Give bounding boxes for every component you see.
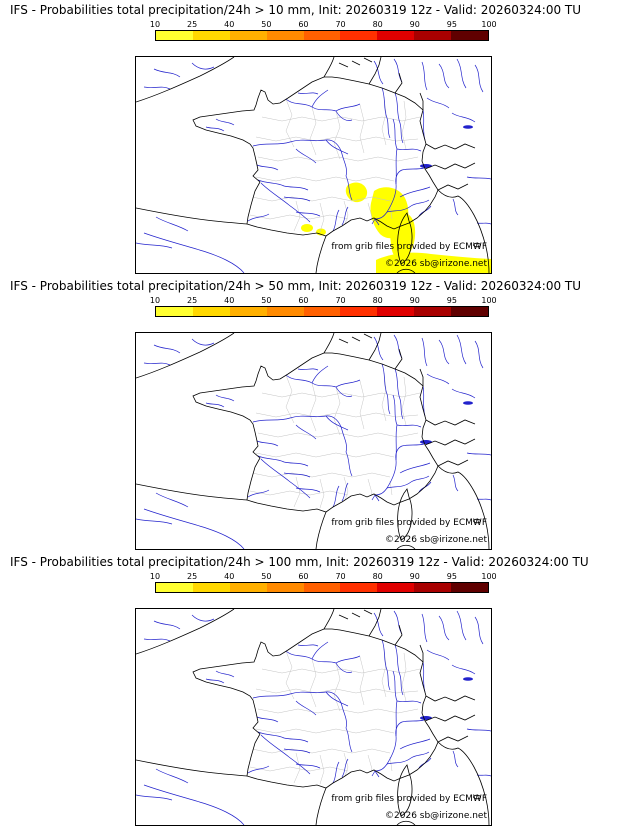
panel-precip-100mm: IFS - Probabilities total precipitation/… <box>0 552 630 828</box>
department-borders <box>249 648 421 785</box>
map-frame: from grib files provided by ECMWF ©2026 … <box>135 56 492 274</box>
colorbar-tick-label: 25 <box>187 296 198 305</box>
colorbar-segment <box>451 307 489 316</box>
colorbar-tick-label: 60 <box>298 20 309 29</box>
colorbar-tick-label: 95 <box>446 572 457 581</box>
colorbar-segment <box>229 583 267 592</box>
colorbar-segment <box>192 307 230 316</box>
rivers <box>136 334 491 549</box>
coastlines-borders <box>136 609 490 825</box>
france-map-svg <box>136 57 491 273</box>
rivers <box>136 610 491 825</box>
panel-precip-50mm: IFS - Probabilities total precipitation/… <box>0 276 630 552</box>
map-frame: from grib files provided by ECMWF ©2026 … <box>135 608 492 826</box>
colorbar-tick-label: 10 <box>149 296 161 305</box>
colorbar-segment <box>340 31 378 40</box>
map-image <box>136 57 491 273</box>
probability-colorbar: 10 25 40 50 60 70 80 90 95 100 <box>150 20 497 41</box>
credit-provider: from grib files provided by ECMWF <box>331 242 487 252</box>
colorbar-gradient <box>155 306 489 317</box>
france-map-svg <box>136 333 491 549</box>
colorbar-segment <box>377 31 415 40</box>
credit-copyright: ©2026 sb@irizone.net <box>385 259 487 269</box>
credit-copyright: ©2026 sb@irizone.net <box>385 535 487 545</box>
colorbar-segment <box>266 307 304 316</box>
credit-provider: from grib files provided by ECMWF <box>331 794 487 804</box>
colorbar-segment <box>192 31 230 40</box>
map-image <box>136 609 491 825</box>
colorbar-tick-label: 100 <box>481 20 497 29</box>
colorbar-tick-label: 25 <box>187 572 198 581</box>
probability-colorbar: 10 25 40 50 60 70 80 90 95 100 <box>150 572 497 593</box>
colorbar-tick-label: 90 <box>409 296 420 305</box>
colorbar-gradient <box>155 582 489 593</box>
colorbar-tick-label: 50 <box>261 296 272 305</box>
france-map-svg <box>136 609 491 825</box>
colorbar-tick-label: 95 <box>446 20 457 29</box>
department-borders <box>249 96 421 233</box>
colorbar-tick-label: 80 <box>372 572 383 581</box>
colorbar-segment <box>156 583 193 592</box>
colorbar-tick-label: 80 <box>372 20 383 29</box>
colorbar-tick-label: 100 <box>481 296 497 305</box>
colorbar-segment <box>340 583 378 592</box>
probability-colorbar: 10 25 40 50 60 70 80 90 95 100 <box>150 296 497 317</box>
colorbar-tick-label: 90 <box>409 572 420 581</box>
colorbar-tick-label: 40 <box>224 296 235 305</box>
colorbar-tick-label: 25 <box>187 20 198 29</box>
probability-overlay <box>301 182 491 273</box>
colorbar-segment <box>451 583 489 592</box>
panel-title: IFS - Probabilities total precipitation/… <box>10 555 589 569</box>
colorbar-tick-label: 70 <box>335 20 346 29</box>
map-frame: from grib files provided by ECMWF ©2026 … <box>135 332 492 550</box>
colorbar-tick-label: 40 <box>224 572 235 581</box>
colorbar-tick-label: 10 <box>149 20 161 29</box>
colorbar-segment <box>303 31 341 40</box>
map-image <box>136 333 491 549</box>
colorbar-segment <box>266 583 304 592</box>
colorbar-segment <box>377 307 415 316</box>
colorbar-segment <box>414 583 452 592</box>
colorbar-segment <box>377 583 415 592</box>
colorbar-tick-label: 50 <box>261 572 272 581</box>
colorbar-segment <box>266 31 304 40</box>
colorbar-segment <box>229 31 267 40</box>
colorbar-tick-label: 70 <box>335 572 346 581</box>
panel-precip-10mm: IFS - Probabilities total precipitation/… <box>0 0 630 276</box>
department-borders <box>249 372 421 509</box>
sea-background <box>136 333 491 549</box>
sea-background <box>136 57 491 273</box>
coastlines-borders <box>136 333 490 549</box>
colorbar-segment <box>229 307 267 316</box>
colorbar-segment <box>303 583 341 592</box>
colorbar-segment <box>451 31 489 40</box>
colorbar-segment <box>156 307 193 316</box>
colorbar-segment <box>414 307 452 316</box>
colorbar-tick-label: 60 <box>298 572 309 581</box>
panel-title: IFS - Probabilities total precipitation/… <box>10 3 582 17</box>
credit-provider: from grib files provided by ECMWF <box>331 518 487 528</box>
colorbar-tick-label: 50 <box>261 20 272 29</box>
credit-copyright: ©2026 sb@irizone.net <box>385 811 487 821</box>
colorbar-tick-label: 10 <box>149 572 161 581</box>
colorbar-tick-label: 90 <box>409 20 420 29</box>
colorbar-tick-label: 80 <box>372 296 383 305</box>
colorbar-segment <box>303 307 341 316</box>
colorbar-gradient <box>155 30 489 41</box>
colorbar-segment <box>192 583 230 592</box>
colorbar-tick-label: 60 <box>298 296 309 305</box>
colorbar-tick-label: 95 <box>446 296 457 305</box>
colorbar-segment <box>340 307 378 316</box>
colorbar-segment <box>414 31 452 40</box>
colorbar-tick-label: 70 <box>335 296 346 305</box>
coastlines-borders <box>136 57 490 273</box>
sea-background <box>136 609 491 825</box>
colorbar-tick-label: 40 <box>224 20 235 29</box>
colorbar-tick-label: 100 <box>481 572 497 581</box>
colorbar-segment <box>156 31 193 40</box>
panel-title: IFS - Probabilities total precipitation/… <box>10 279 582 293</box>
